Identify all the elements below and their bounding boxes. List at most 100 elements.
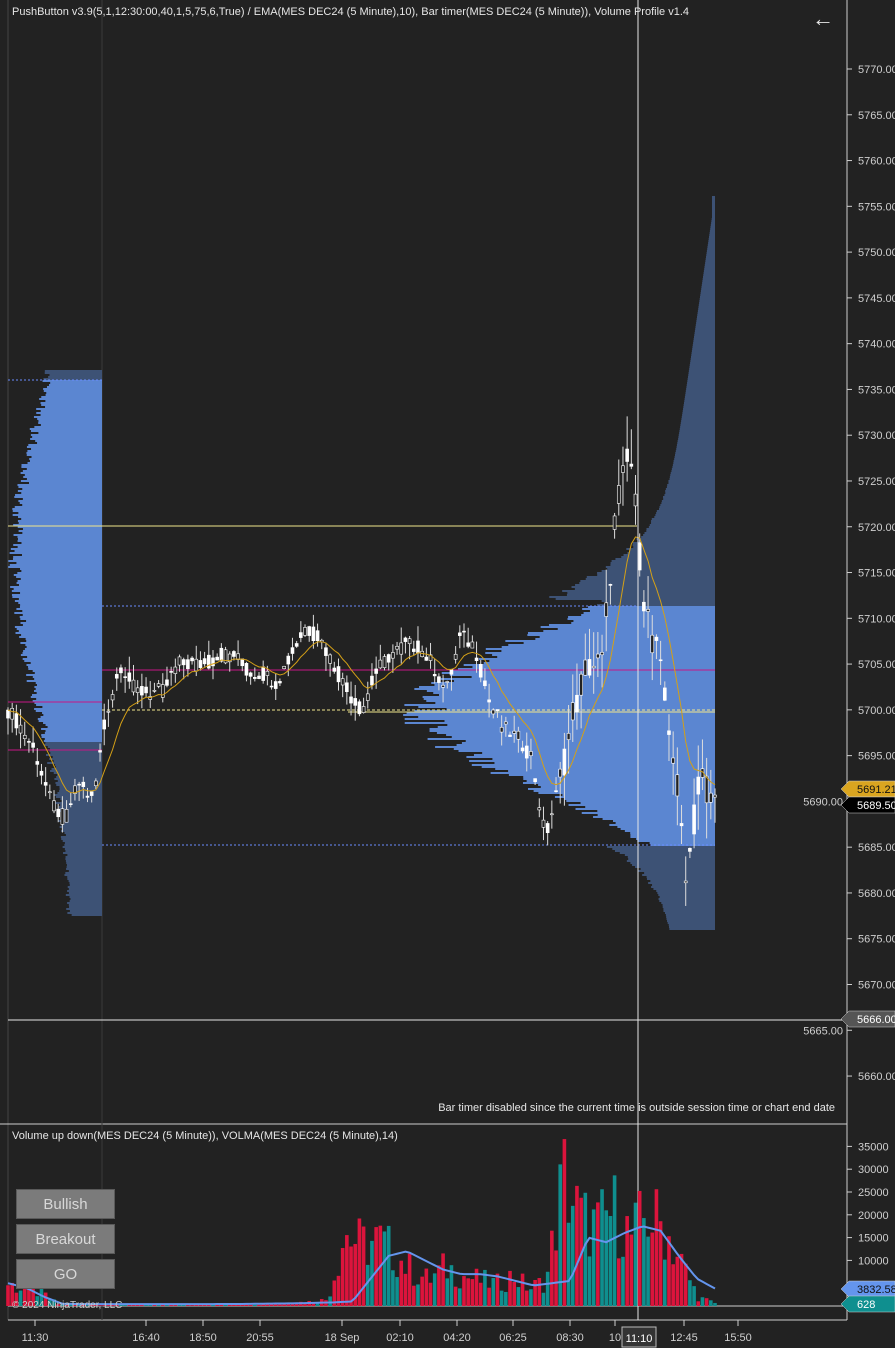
volume-profile-bar (35, 710, 102, 712)
volume-bar (64, 1304, 69, 1306)
bullish-button[interactable]: Bullish (16, 1189, 115, 1219)
volume-profile-bar (668, 482, 715, 484)
volume-profile-bar (66, 866, 102, 868)
volume-profile-bar (14, 550, 103, 552)
volume-profile-bar (624, 854, 715, 856)
volume-profile-bar (67, 854, 102, 856)
candle (374, 668, 378, 674)
volume-profile-bar (646, 528, 715, 530)
volume-profile-bar (62, 814, 102, 816)
volume-tick-label: 30000 (858, 1164, 889, 1176)
volume-profile-bar (27, 656, 102, 658)
volume-profile-bar (527, 634, 715, 636)
price-tick-label: 5670.00 (858, 980, 895, 992)
volume-profile-bar (48, 376, 102, 378)
arrow-left-icon[interactable]: ← (812, 6, 834, 31)
time-tick-label: 12:45 (670, 1332, 698, 1344)
volume-bar (77, 1304, 81, 1306)
volume-bar (478, 1282, 483, 1306)
volume-profile-bar (44, 732, 102, 734)
volume-profile-bar (14, 600, 102, 602)
volume-profile-bar (15, 494, 102, 496)
volume-profile-bar (707, 248, 715, 250)
volume-profile-bar (69, 896, 102, 898)
candle (386, 654, 391, 663)
volume-profile-bar (697, 312, 715, 314)
volume-profile-bar (485, 652, 715, 654)
volume-profile-bar (30, 696, 102, 698)
volume-profile-bar (16, 628, 102, 630)
candle (324, 647, 328, 656)
volume-profile-bar (674, 458, 715, 460)
candle (35, 761, 40, 765)
volume-bar (227, 1304, 232, 1306)
volume-profile-bar (69, 882, 102, 884)
volume-profile-bar (69, 906, 102, 908)
candle (315, 630, 320, 642)
volume-profile-bar (666, 916, 715, 918)
candle (600, 652, 604, 656)
volume-profile-bar (436, 732, 715, 734)
candle (441, 684, 445, 688)
volume-profile-bar (43, 722, 102, 724)
volume-bar (683, 1263, 688, 1306)
volume-profile-bar (669, 476, 715, 478)
candle (474, 657, 479, 662)
volume-profile-bar (526, 780, 715, 782)
volume-bar (98, 1305, 102, 1306)
volume-profile-bar (568, 804, 715, 806)
volume-bar (68, 1304, 73, 1306)
volume-profile-bar (679, 428, 715, 430)
volume-profile-bar (26, 454, 103, 456)
volume-profile-bar (50, 382, 102, 384)
candle (340, 678, 345, 686)
volume-profile-bar (658, 894, 715, 896)
volume-profile-bar (538, 792, 715, 794)
volume-profile-bar (66, 908, 102, 910)
volume-bar (253, 1304, 257, 1306)
volume-profile-bar (683, 404, 715, 406)
volume-profile-bar (22, 488, 103, 490)
volume-profile-bar (554, 796, 715, 798)
candle (253, 677, 257, 679)
volume-profile-bar (688, 374, 715, 376)
volume-profile-bar (702, 280, 715, 282)
volume-profile-bar (36, 412, 103, 414)
volume-bar (529, 1289, 533, 1306)
volume-profile-bar (648, 526, 715, 528)
volume-profile-bar (40, 410, 102, 412)
volume-profile-bar (69, 910, 102, 912)
candle (98, 750, 102, 753)
volume-profile-bar (62, 828, 102, 830)
volume-profile-bar (426, 700, 715, 702)
volume-profile-bar (13, 574, 103, 576)
volume-profile-bar (16, 608, 102, 610)
volume-profile-bar (706, 250, 715, 252)
go-button[interactable]: GO (16, 1259, 115, 1289)
candle (211, 657, 215, 667)
volume-profile-bar (668, 480, 715, 482)
volume-profile-bar (566, 594, 715, 596)
volume-profile-bar (675, 452, 715, 454)
candle (64, 809, 69, 823)
candle (39, 770, 44, 776)
volume-profile-bar (70, 898, 102, 900)
candle (27, 741, 31, 743)
volume-profile-bar (612, 848, 715, 850)
candle (345, 682, 349, 692)
volume-profile-bar (700, 294, 715, 296)
volume-bar (382, 1231, 387, 1306)
volume-profile-bar (643, 534, 715, 536)
volume-profile-bar (21, 570, 102, 572)
price-tick-label: 5715.00 (858, 568, 895, 580)
time-tick-label: 20:55 (246, 1332, 274, 1344)
breakout-button[interactable]: Breakout (16, 1224, 115, 1254)
candle (395, 645, 399, 650)
candle (625, 448, 629, 462)
volume-bar (700, 1297, 705, 1306)
volume-profile-bar (611, 560, 715, 562)
volume-profile-bar (494, 762, 715, 764)
volume-bar (424, 1268, 429, 1306)
candle (642, 601, 646, 612)
